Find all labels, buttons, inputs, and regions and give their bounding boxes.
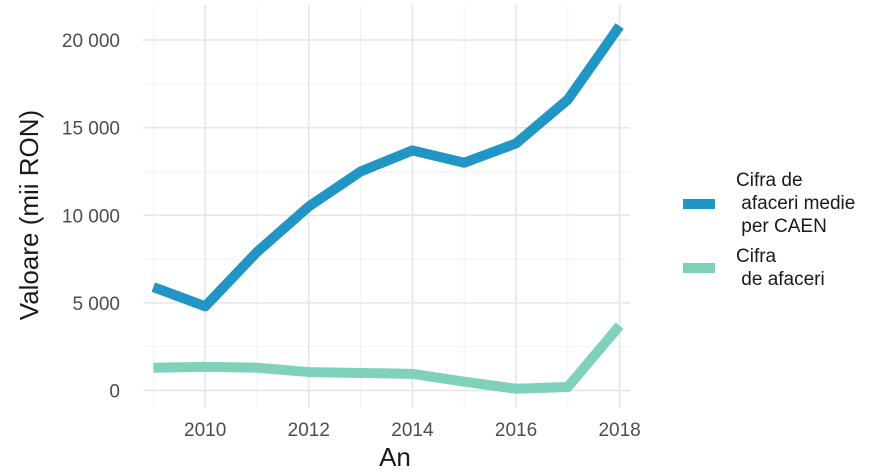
series-line-1 [151,23,624,312]
y-tick-label: 5 000 [72,294,120,315]
legend: Cifra de afaceri medie per CAEN Cifra de … [683,170,855,290]
y-axis-title: Valoare (mii RON) [14,110,44,320]
x-tick-label: 2012 [288,420,330,441]
series-lines [151,23,624,394]
x-tick-label: 2016 [495,420,537,441]
y-tick-label: 10 000 [62,206,120,227]
x-tick-label: 2014 [391,420,434,441]
y-tick-label: 15 000 [62,119,120,140]
chart-grid [143,5,630,408]
legend-label-2: Cifra de afaceri [736,246,825,290]
legend-label-1: Cifra de afaceri medie per CAEN [736,170,855,237]
x-axis-ticks: 2010 2012 2014 2016 2018 [184,420,641,441]
series-line-2 [153,322,624,394]
x-axis-title: An [379,442,411,472]
x-tick-label: 2018 [598,420,640,441]
y-tick-label: 20 000 [62,31,120,52]
x-tick-label: 2010 [184,420,226,441]
y-axis-ticks: 0 5 000 10 000 15 000 20 000 [62,31,120,402]
y-tick-label: 0 [109,381,120,402]
